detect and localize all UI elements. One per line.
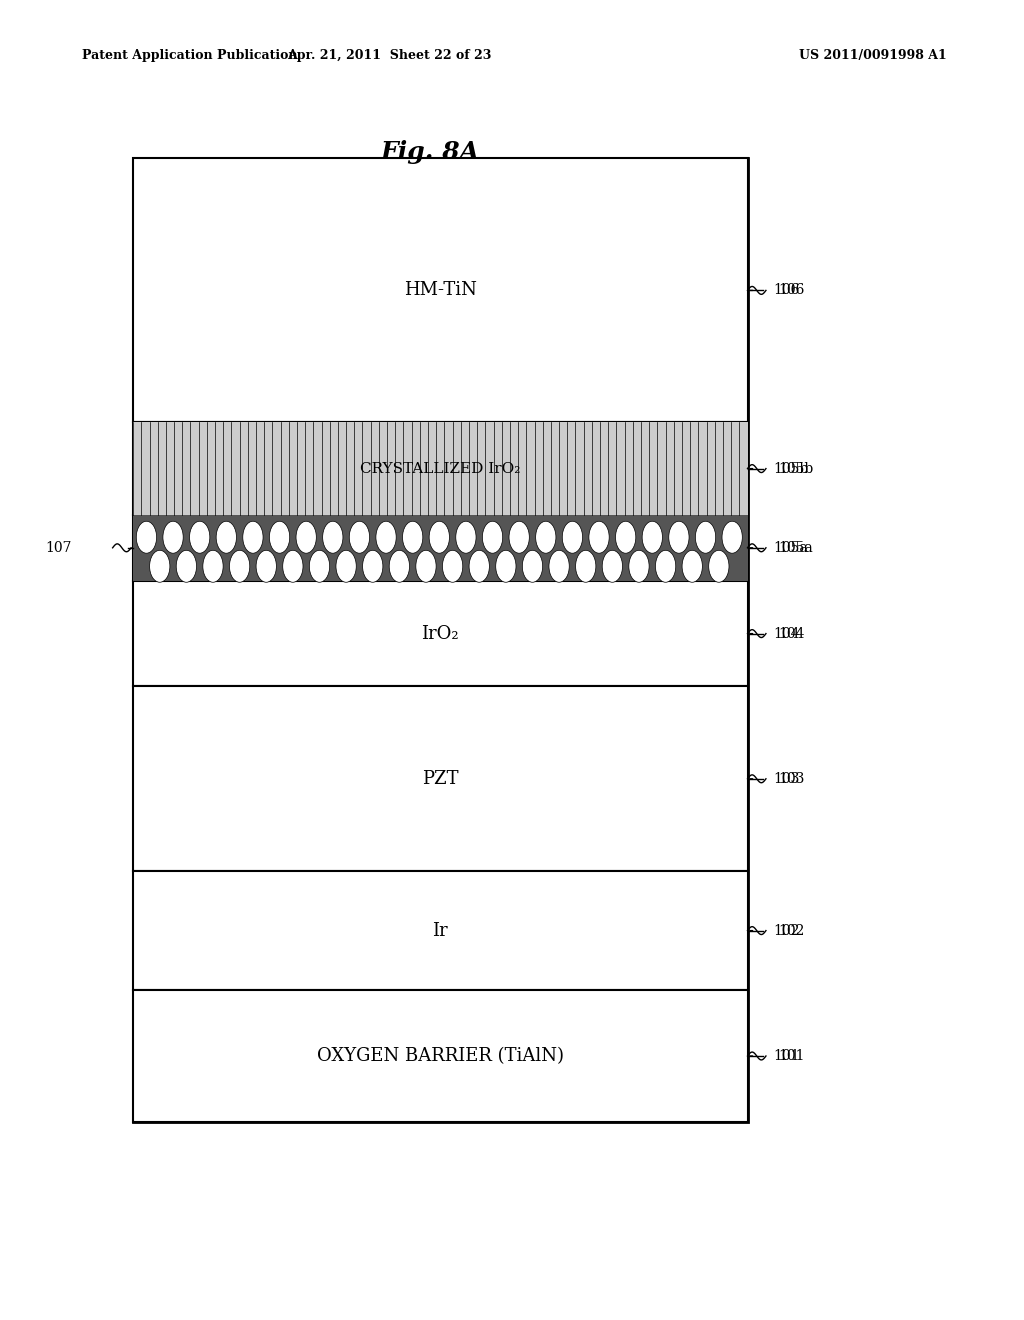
Ellipse shape: [522, 550, 543, 582]
Ellipse shape: [203, 550, 223, 582]
Ellipse shape: [243, 521, 263, 553]
Text: 104: 104: [778, 627, 805, 640]
Ellipse shape: [642, 521, 663, 553]
Text: Fig. 8A: Fig. 8A: [381, 140, 479, 164]
Text: 105b: 105b: [778, 462, 813, 475]
Ellipse shape: [229, 550, 250, 582]
Ellipse shape: [602, 550, 623, 582]
Text: 106: 106: [778, 284, 805, 297]
Ellipse shape: [136, 521, 157, 553]
Ellipse shape: [442, 550, 463, 582]
Ellipse shape: [163, 521, 183, 553]
Text: US 2011/0091998 A1: US 2011/0091998 A1: [799, 49, 946, 62]
Ellipse shape: [376, 521, 396, 553]
Ellipse shape: [349, 521, 370, 553]
Ellipse shape: [389, 550, 410, 582]
Ellipse shape: [362, 550, 383, 582]
Ellipse shape: [682, 550, 702, 582]
Text: IrO₂: IrO₂: [422, 624, 459, 643]
Ellipse shape: [336, 550, 356, 582]
Text: 107: 107: [45, 541, 72, 554]
Ellipse shape: [176, 550, 197, 582]
Bar: [133, 686, 748, 871]
Text: 102: 102: [778, 924, 805, 937]
Text: 105a: 105a: [773, 541, 808, 554]
Ellipse shape: [549, 550, 569, 582]
Ellipse shape: [402, 521, 423, 553]
Ellipse shape: [469, 550, 489, 582]
Text: Apr. 21, 2011  Sheet 22 of 23: Apr. 21, 2011 Sheet 22 of 23: [287, 49, 492, 62]
Bar: [133, 422, 748, 515]
Ellipse shape: [655, 550, 676, 582]
Ellipse shape: [256, 550, 276, 582]
Bar: [133, 871, 748, 990]
Bar: [133, 158, 748, 422]
FancyBboxPatch shape: [133, 158, 748, 1122]
Ellipse shape: [150, 550, 170, 582]
Text: 103: 103: [773, 772, 800, 785]
Text: 105a: 105a: [778, 541, 813, 554]
Ellipse shape: [575, 550, 596, 582]
Ellipse shape: [615, 521, 636, 553]
Ellipse shape: [216, 521, 237, 553]
Text: HM-TiN: HM-TiN: [403, 281, 477, 300]
Ellipse shape: [323, 521, 343, 553]
Bar: [133, 422, 748, 515]
Text: Ir: Ir: [432, 921, 449, 940]
Bar: [133, 990, 748, 1122]
Ellipse shape: [562, 521, 583, 553]
Ellipse shape: [669, 521, 689, 553]
Ellipse shape: [429, 521, 450, 553]
Ellipse shape: [456, 521, 476, 553]
Bar: [133, 581, 748, 686]
Ellipse shape: [589, 521, 609, 553]
Ellipse shape: [416, 550, 436, 582]
Text: 103: 103: [778, 772, 805, 785]
Text: 104: 104: [773, 627, 800, 640]
Text: 106: 106: [773, 284, 800, 297]
Ellipse shape: [695, 521, 716, 553]
Text: PZT: PZT: [422, 770, 459, 788]
Ellipse shape: [309, 550, 330, 582]
Ellipse shape: [722, 521, 742, 553]
Ellipse shape: [189, 521, 210, 553]
Bar: [133, 515, 748, 581]
Text: CRYSTALLIZED IrO₂: CRYSTALLIZED IrO₂: [360, 462, 520, 475]
Text: 105b: 105b: [773, 462, 808, 475]
Ellipse shape: [629, 550, 649, 582]
Ellipse shape: [269, 521, 290, 553]
Ellipse shape: [296, 521, 316, 553]
Ellipse shape: [709, 550, 729, 582]
Text: OXYGEN BARRIER (TiAlN): OXYGEN BARRIER (TiAlN): [316, 1047, 564, 1065]
Ellipse shape: [283, 550, 303, 582]
Bar: [133, 515, 748, 581]
Text: 101: 101: [773, 1049, 800, 1063]
Ellipse shape: [482, 521, 503, 553]
Text: Patent Application Publication: Patent Application Publication: [82, 49, 297, 62]
Ellipse shape: [536, 521, 556, 553]
Ellipse shape: [509, 521, 529, 553]
Text: 102: 102: [773, 924, 800, 937]
Text: 101: 101: [778, 1049, 805, 1063]
Ellipse shape: [496, 550, 516, 582]
